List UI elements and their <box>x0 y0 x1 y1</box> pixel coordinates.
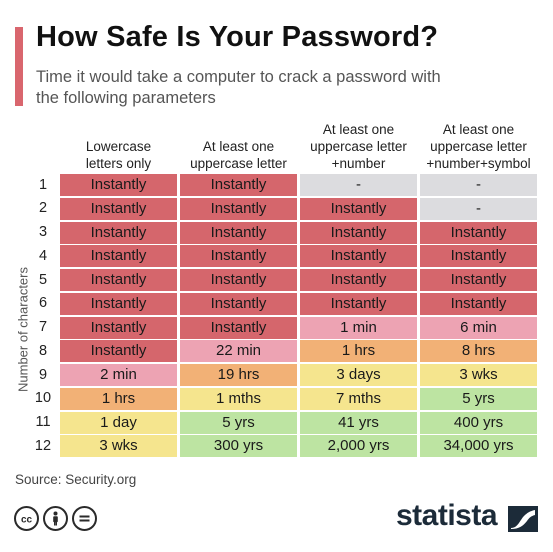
row-label: 3 <box>38 224 48 240</box>
table-cell: 19 hrs <box>180 364 297 386</box>
table-cell: Instantly <box>60 197 177 220</box>
y-axis-label: Number of characters <box>15 267 31 392</box>
col-header-lowercase: Lowercase letters only <box>85 139 152 171</box>
table-cell: Instantly <box>180 197 297 220</box>
row-label: 9 <box>38 366 48 383</box>
page-title: How Safe Is Your Password? <box>36 21 439 53</box>
table-cell: 5 yrs <box>180 411 297 434</box>
table-cell: Instantly <box>180 221 297 244</box>
page-subtitle: Time it would take a computer to crack a… <box>36 68 441 107</box>
table-cell: Instantly <box>60 316 177 339</box>
table-cell: 1 hrs <box>60 387 177 410</box>
table-cell: 1 hrs <box>300 340 417 363</box>
table-cell: 22 min <box>180 340 297 363</box>
statista-logo-text: statista <box>396 499 498 532</box>
table-cell: 34,000 yrs <box>420 435 537 458</box>
table-cell: Instantly <box>300 197 417 220</box>
attribution-icon <box>43 506 68 531</box>
statista-logo-icon <box>508 506 538 532</box>
row-label: 5 <box>38 271 48 288</box>
table-cell: Instantly <box>60 174 177 196</box>
table-cell: Instantly <box>300 245 417 268</box>
table-cell: Instantly <box>300 292 417 315</box>
col-header-uppercase-number: At least one uppercase letter +number <box>310 122 407 171</box>
no-derivatives-icon <box>72 506 97 531</box>
table-cell: Instantly <box>180 316 297 339</box>
table-cell: Instantly <box>60 340 177 363</box>
table-cell: 2 min <box>60 364 177 386</box>
table-cell: - <box>300 174 417 196</box>
row-label: 2 <box>38 200 48 217</box>
table-cell: Instantly <box>180 292 297 315</box>
table-cell: 1 mths <box>180 387 297 410</box>
table-cell: Instantly <box>420 269 537 291</box>
row-label: 1 <box>38 176 48 193</box>
table-cell: 41 yrs <box>300 411 417 434</box>
table-cell: 300 yrs <box>180 435 297 458</box>
table-cell: 3 wks <box>60 435 177 458</box>
table-cell: Instantly <box>300 221 417 244</box>
row-label: 12 <box>34 437 52 454</box>
table-cell: 1 day <box>60 411 177 434</box>
table-cell: 3 days <box>300 364 417 386</box>
table-cell: Instantly <box>420 292 537 315</box>
row-label: 6 <box>38 295 48 312</box>
table-cell: 5 yrs <box>420 387 537 410</box>
table-cell: 7 mths <box>300 387 417 410</box>
table-cell: Instantly <box>420 221 537 244</box>
table-cell: Instantly <box>60 221 177 244</box>
svg-text:cc: cc <box>21 515 33 526</box>
row-label: 11 <box>35 414 51 430</box>
table-cell: 3 wks <box>420 364 537 386</box>
table-cell: Instantly <box>180 245 297 268</box>
row-label: 7 <box>38 319 48 335</box>
accent-bar <box>15 27 23 106</box>
table-cell: 400 yrs <box>420 411 537 434</box>
table-cell: Instantly <box>60 245 177 268</box>
table-cell: 6 min <box>420 316 537 339</box>
table-cell: Instantly <box>60 269 177 291</box>
source-text: Source: Security.org <box>15 472 137 487</box>
table-cell: 1 min <box>300 316 417 339</box>
col-header-uppercase-number-symbol: At least one uppercase letter +number+sy… <box>426 122 531 171</box>
col-header-uppercase: At least one uppercase letter <box>190 139 287 171</box>
table-cell: 2,000 yrs <box>300 435 417 458</box>
table-cell: - <box>420 174 537 196</box>
table-cell: Instantly <box>300 269 417 291</box>
table-cell: - <box>420 197 537 220</box>
cc-icon: cc <box>14 506 39 531</box>
table-cell: Instantly <box>420 245 537 268</box>
row-label: 8 <box>38 342 48 359</box>
table-cell: Instantly <box>180 269 297 291</box>
table-cell: Instantly <box>180 174 297 196</box>
license-icons: cc <box>14 506 97 534</box>
table-cell: Instantly <box>60 292 177 315</box>
row-label: 4 <box>38 247 48 264</box>
row-label: 10 <box>34 390 52 407</box>
table-cell: 8 hrs <box>420 340 537 363</box>
